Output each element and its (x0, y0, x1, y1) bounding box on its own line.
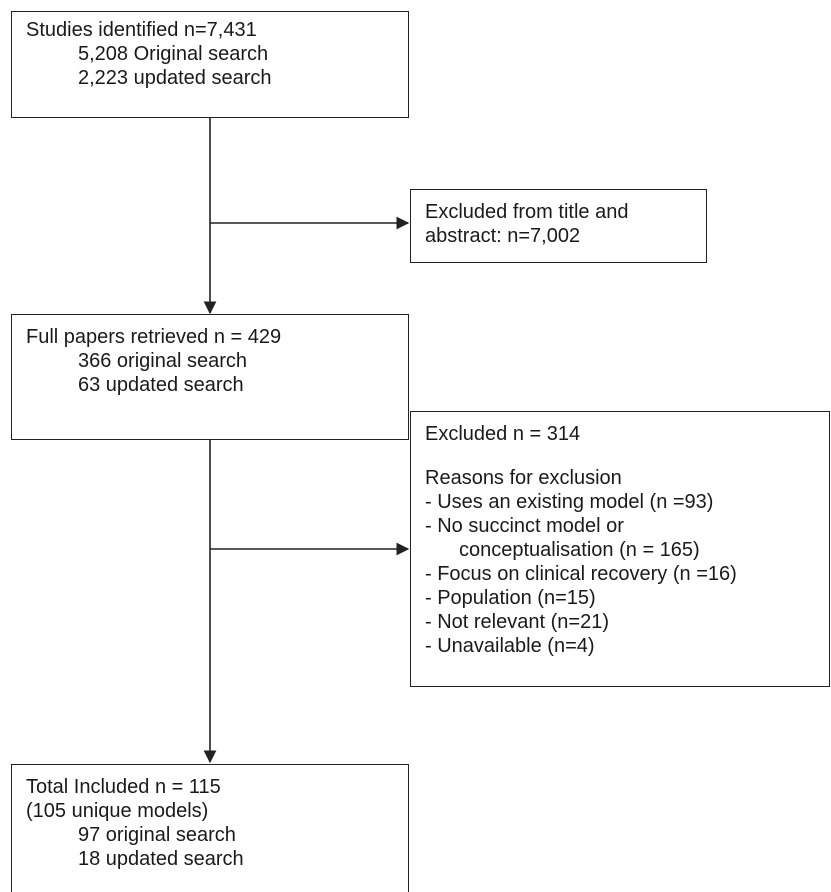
box-excluded-title-abstract: Excluded from title and abstract: n=7,00… (410, 189, 707, 263)
reason-item: - No succinct model or (425, 515, 624, 537)
reason-item: - Focus on clinical recovery (n =16) (425, 563, 737, 585)
box-line: 63 updated search (78, 374, 244, 396)
box-line: 5,208 Original search (78, 43, 269, 65)
box-line: 18 updated search (78, 848, 244, 870)
box-title: Excluded n = 314 (425, 423, 581, 445)
box-line: 366 original search (78, 350, 247, 372)
box-full-papers: Full papers retrieved n = 429 366 origin… (11, 314, 409, 440)
box-line: Excluded from title and (425, 201, 629, 223)
box-studies-identified: Studies identified n=7,431 5,208 Origina… (11, 11, 409, 118)
box-excluded-full-text: Excluded n = 314 Reasons for exclusion -… (410, 411, 830, 687)
box-total-included: Total Included n = 115 (105 unique model… (11, 764, 409, 892)
spacer (425, 446, 815, 466)
reason-item: conceptualisation (n = 165) (459, 539, 700, 561)
box-subtitle: (105 unique models) (26, 800, 209, 822)
reason-item: - Unavailable (n=4) (425, 635, 595, 657)
box-title: Total Included n = 115 (26, 776, 221, 798)
reasons-heading: Reasons for exclusion (425, 467, 622, 489)
box-title: Full papers retrieved n = 429 (26, 326, 282, 348)
box-line: 97 original search (78, 824, 236, 846)
box-line: 2,223 updated search (78, 67, 272, 89)
box-line: abstract: n=7,002 (425, 225, 581, 247)
reason-item: - Uses an existing model (n =93) (425, 491, 714, 513)
reason-item: - Not relevant (n=21) (425, 611, 609, 633)
reason-item: - Population (n=15) (425, 587, 596, 609)
box-title: Studies identified n=7,431 (26, 19, 257, 41)
